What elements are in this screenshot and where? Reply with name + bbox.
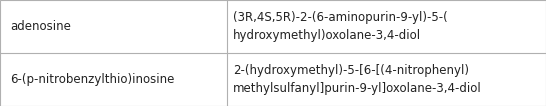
- Text: adenosine: adenosine: [10, 20, 70, 33]
- Text: 6-(p-nitrobenzylthio)inosine: 6-(p-nitrobenzylthio)inosine: [10, 73, 174, 86]
- Text: 2-(hydroxymethyl)-5-[6-[(4-nitrophenyl)
methylsulfanyl]purin-9-yl]oxolane-3,4-di: 2-(hydroxymethyl)-5-[6-[(4-nitrophenyl) …: [233, 64, 482, 95]
- Text: (3R,4S,5R)-2-(6-aminopurin-9-yl)-5-(
hydroxymethyl)oxolane-3,4-diol: (3R,4S,5R)-2-(6-aminopurin-9-yl)-5-( hyd…: [233, 11, 448, 42]
